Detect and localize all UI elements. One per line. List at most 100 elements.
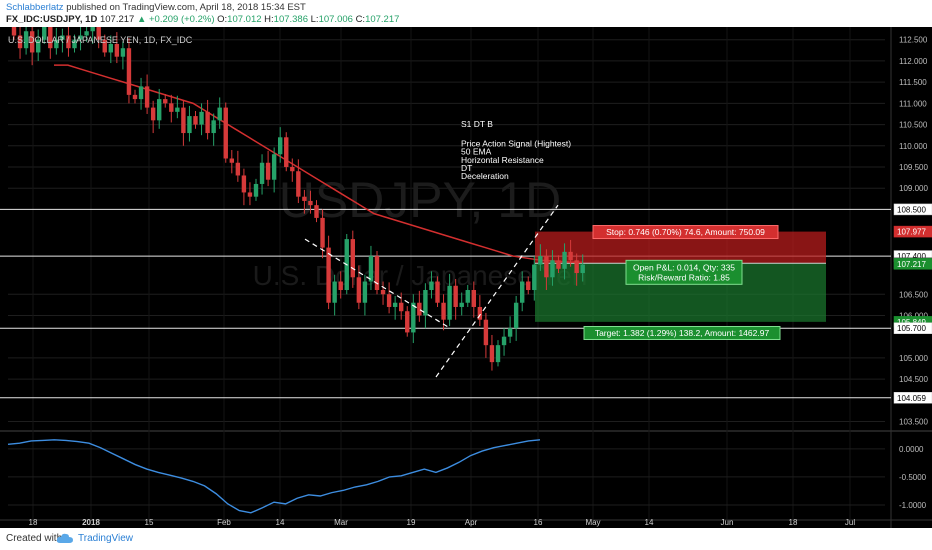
- price-tick-label: 110.500: [899, 121, 928, 130]
- candle-body: [169, 103, 174, 112]
- open-pl-box: [625, 259, 743, 285]
- price-tick-label: 112.500: [899, 36, 928, 45]
- ascending-trendline[interactable]: [435, 204, 559, 378]
- candle-body: [453, 285, 458, 307]
- time-tick-label: Jul: [845, 518, 855, 527]
- rr-ratio-label: Risk/Reward Ratio: 1.85: [638, 272, 730, 282]
- stop-label: Stop: 0.746 (0.70%) 74.6, Amount: 750.09: [606, 227, 765, 237]
- price-tick-label: 111.500: [899, 78, 927, 87]
- candle-body: [42, 27, 47, 40]
- symbol-label: FX_IDC:USDJPY, 1D: [6, 14, 98, 25]
- time-tick-label: 15: [145, 518, 154, 527]
- candle-body: [520, 281, 525, 303]
- candle-body: [350, 239, 355, 278]
- candle-body: [17, 35, 23, 49]
- time-tick-label: 16: [534, 518, 543, 527]
- candle-body: [423, 290, 428, 316]
- oscillator-pane: 0.0000 -0.5000 -1.0000: [7, 439, 927, 514]
- descending-trendline[interactable]: [304, 238, 451, 329]
- open-value: 107.012: [227, 14, 262, 25]
- candle-body: [54, 39, 59, 49]
- candle-body: [187, 116, 192, 134]
- price-tick-label: 106.000: [899, 311, 928, 320]
- candle-body: [544, 256, 549, 278]
- ohlc-line: FX_IDC:USDJPY, 1D 107.217 ▲ +0.209 (+0.2…: [6, 14, 399, 25]
- candle-body: [247, 192, 253, 197]
- candle-body: [526, 281, 531, 291]
- trendlines[interactable]: [304, 204, 559, 378]
- legend-title: U.S. DOLLAR / JAPANESE YEN, 1D, FX_IDC: [8, 35, 193, 45]
- time-tick-label: Apr: [465, 518, 478, 527]
- time-tick-label: 18: [29, 518, 38, 527]
- candle-body: [138, 86, 144, 100]
- candle-body: [302, 196, 307, 201]
- candle-body: [211, 120, 216, 134]
- oscillator-line: [7, 439, 541, 514]
- last-price: 107.217: [99, 14, 135, 25]
- candle-body: [253, 183, 259, 197]
- candle-body: [144, 86, 150, 108]
- candle-body: [362, 281, 368, 303]
- price-tick-label: 109.000: [899, 184, 928, 193]
- price-tick-label: 104.500: [899, 375, 928, 384]
- candle-body: [308, 200, 313, 206]
- annotation-line: DT: [461, 163, 472, 173]
- candle-body: [495, 345, 501, 363]
- price-chart[interactable]: USDJPY, 1D U.S. Dollar / Japanese Yen St…: [0, 27, 932, 528]
- price-label-box: [893, 258, 932, 270]
- target-label: Target: 1.382 (1.29%) 138.2, Amount: 146…: [595, 328, 770, 338]
- candle-body: [574, 260, 579, 274]
- annotations: U.S. DOLLAR / JAPANESE YEN, 1D, FX_IDC S…: [8, 35, 571, 181]
- price-label-box: [893, 203, 932, 216]
- candle-body: [290, 166, 295, 172]
- candle-body: [259, 162, 265, 184]
- stop-label-box: [592, 225, 779, 240]
- osc-tick-label: -1.0000: [899, 501, 927, 510]
- price-label-box: [893, 322, 932, 334]
- candle-body: [568, 251, 573, 261]
- candle-body: [435, 281, 440, 303]
- candle-body: [411, 302, 416, 333]
- candle-body: [150, 107, 156, 121]
- candle-body: [296, 171, 301, 197]
- candle-body: [562, 251, 567, 269]
- price-label: 108.500: [897, 205, 926, 214]
- candle-body: [332, 281, 337, 303]
- open-label: O:: [217, 14, 228, 25]
- candle-body: [265, 162, 271, 180]
- position-zones[interactable]: Stop: 0.746 (0.70%) 74.6, Amount: 750.09…: [535, 225, 826, 340]
- price-axis[interactable]: 112.500 112.000 111.500 111.000 110.500 110.0…: [893, 36, 932, 427]
- candle-body: [223, 107, 228, 159]
- candle-body: [386, 294, 392, 307]
- candle-body: [23, 31, 29, 49]
- time-tick-label: 19: [407, 518, 416, 527]
- candle-body: [66, 35, 71, 49]
- high-label: H:: [264, 14, 274, 25]
- candle-body: [217, 107, 222, 121]
- candle-body: [471, 290, 476, 307]
- high-value: 107.386: [273, 14, 308, 25]
- price-label: 107.977: [897, 228, 926, 237]
- osc-tick-label: -0.5000: [899, 473, 927, 482]
- candle-body: [447, 285, 452, 320]
- candles: [11, 27, 585, 371]
- candle-body: [36, 39, 41, 53]
- candle-body: [356, 277, 362, 303]
- price-tick-label: 111.000: [899, 99, 927, 108]
- price-change: ▲ +0.209 (+0.2%): [136, 14, 215, 25]
- candle-body: [278, 137, 283, 155]
- created-with-text: Created with: [6, 533, 63, 544]
- candle-body: [320, 217, 325, 248]
- open-pl-label: Open P&L: 0.014, Qty: 335: [633, 262, 735, 272]
- price-tick-label: 110.000: [899, 142, 928, 151]
- author-link[interactable]: Schlabberlatz: [6, 2, 64, 13]
- candle-body: [483, 319, 489, 346]
- candle-body: [96, 27, 101, 40]
- watermark: USDJPY, 1D U.S. Dollar / Japanese Yen: [253, 172, 588, 291]
- time-axis[interactable]: 18 2018 15 Feb 14 Mar 19 Apr 16 May 14 Jun 18 Jul: [29, 518, 856, 527]
- candle-body: [417, 302, 422, 316]
- tradingview-link[interactable]: TradingView: [78, 533, 134, 544]
- cloud-icon: [56, 533, 73, 543]
- candle-body: [513, 302, 519, 329]
- price-label: 107.217: [897, 260, 926, 269]
